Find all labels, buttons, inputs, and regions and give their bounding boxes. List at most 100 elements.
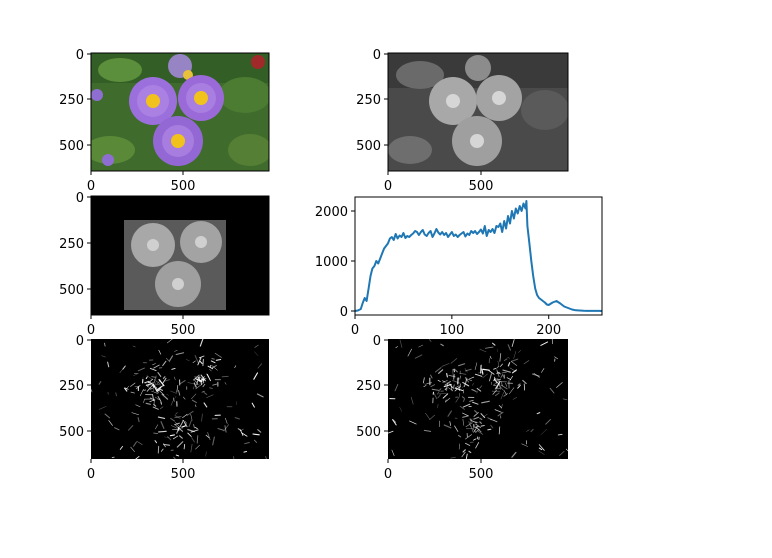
edge-stroke [443, 424, 452, 429]
edge-stroke [153, 398, 156, 406]
edge-stroke [162, 360, 167, 367]
edge-stroke [163, 443, 171, 446]
edge-stroke [201, 390, 205, 393]
xtick-label: 0 [87, 323, 95, 338]
edge-stroke [206, 394, 214, 398]
edge-stroke [472, 401, 479, 405]
edge-stroke [244, 442, 250, 445]
edge-stroke [474, 373, 483, 377]
edge-stroke [257, 429, 262, 433]
edge-stroke [523, 360, 530, 365]
edge-stroke [237, 428, 242, 432]
xtick-label: 200 [536, 323, 561, 338]
edge-stroke [497, 360, 500, 367]
edge-stroke [170, 400, 174, 406]
edge-stroke [471, 420, 478, 424]
edge-stroke [130, 446, 135, 452]
edge-stroke [173, 376, 176, 381]
edge-stroke [190, 443, 193, 453]
edge-stroke [503, 389, 507, 395]
edge-stroke [131, 412, 139, 416]
ytick-label: 0 [373, 334, 381, 349]
edge-stroke [195, 383, 203, 390]
edge-stroke [193, 374, 200, 381]
edge-stroke [191, 399, 197, 404]
edge-stroke [426, 382, 432, 384]
xtick-label: 500 [171, 323, 196, 338]
edge-stroke [495, 379, 500, 382]
edge-stroke [473, 412, 479, 417]
ytick-label: 0 [76, 191, 84, 206]
edge-stroke [158, 389, 165, 396]
edge-stroke [430, 384, 436, 388]
edge-stroke [478, 371, 484, 374]
edge-stroke [157, 396, 162, 402]
edge-stroke [459, 405, 465, 410]
edge-stroke [170, 390, 177, 394]
edge-stroke [505, 382, 507, 387]
edge-stroke [104, 413, 111, 419]
edge-stroke [191, 437, 195, 443]
edge-stroke [517, 383, 521, 386]
edge-stroke [399, 407, 403, 412]
edge-stroke [195, 444, 200, 450]
edge-stroke [475, 428, 480, 433]
edge-stroke [160, 448, 164, 452]
edge-stroke [502, 369, 511, 373]
edge-stroke [560, 458, 561, 459]
edge-stroke [457, 434, 462, 438]
edge-stroke [130, 382, 136, 387]
edge-stroke [192, 386, 195, 390]
edge-stroke [511, 369, 518, 374]
edge-stroke [479, 421, 482, 424]
edge-stroke [132, 441, 137, 447]
edge-stroke [462, 383, 466, 388]
edge-stroke [172, 435, 179, 440]
edge-stroke [438, 369, 444, 374]
edge-stroke [135, 456, 140, 459]
edge-stroke [496, 371, 501, 375]
ytick-label: 500 [59, 425, 84, 440]
edge-stroke [201, 413, 203, 422]
histogram-line [354, 200, 603, 312]
edge-stroke [122, 365, 126, 370]
panel-grayscale [387, 52, 569, 172]
edge-stroke [464, 378, 468, 388]
edge-stroke [450, 358, 458, 364]
edge-stroke [437, 379, 441, 382]
edge-stroke [442, 393, 449, 399]
edge-stroke [545, 418, 551, 425]
edge-stroke [423, 385, 427, 388]
edge-stroke [500, 384, 508, 390]
xtick-label: 100 [439, 323, 464, 338]
edge-stroke [169, 355, 174, 362]
edge-stroke [489, 356, 492, 359]
edge-stroke [425, 412, 431, 420]
edge-stroke [146, 384, 153, 392]
edge-stroke [394, 383, 399, 392]
edge-stroke [450, 384, 453, 392]
edge-stroke [559, 450, 565, 456]
edge-stroke [465, 422, 473, 428]
edge-stroke [154, 396, 161, 401]
edge-stroke [538, 444, 545, 451]
edge-stroke [507, 344, 512, 351]
ytick-label: 2000 [315, 205, 348, 220]
edge-stroke [101, 355, 106, 358]
edge-stroke [438, 388, 441, 391]
edge-stroke [151, 390, 159, 394]
edge-stroke [158, 430, 167, 433]
edge-stroke [479, 417, 483, 421]
edge-stroke [500, 363, 503, 367]
edge-stroke [440, 343, 444, 347]
ytick-label: 1000 [315, 255, 348, 270]
edge-stroke [177, 427, 184, 432]
edge-stroke [554, 356, 559, 360]
edge-stroke [107, 361, 110, 368]
edge-stroke [549, 387, 555, 394]
edge-stroke [137, 367, 145, 372]
edge-stroke [108, 420, 113, 426]
edge-stroke [190, 414, 193, 421]
edge-stroke [114, 427, 120, 431]
